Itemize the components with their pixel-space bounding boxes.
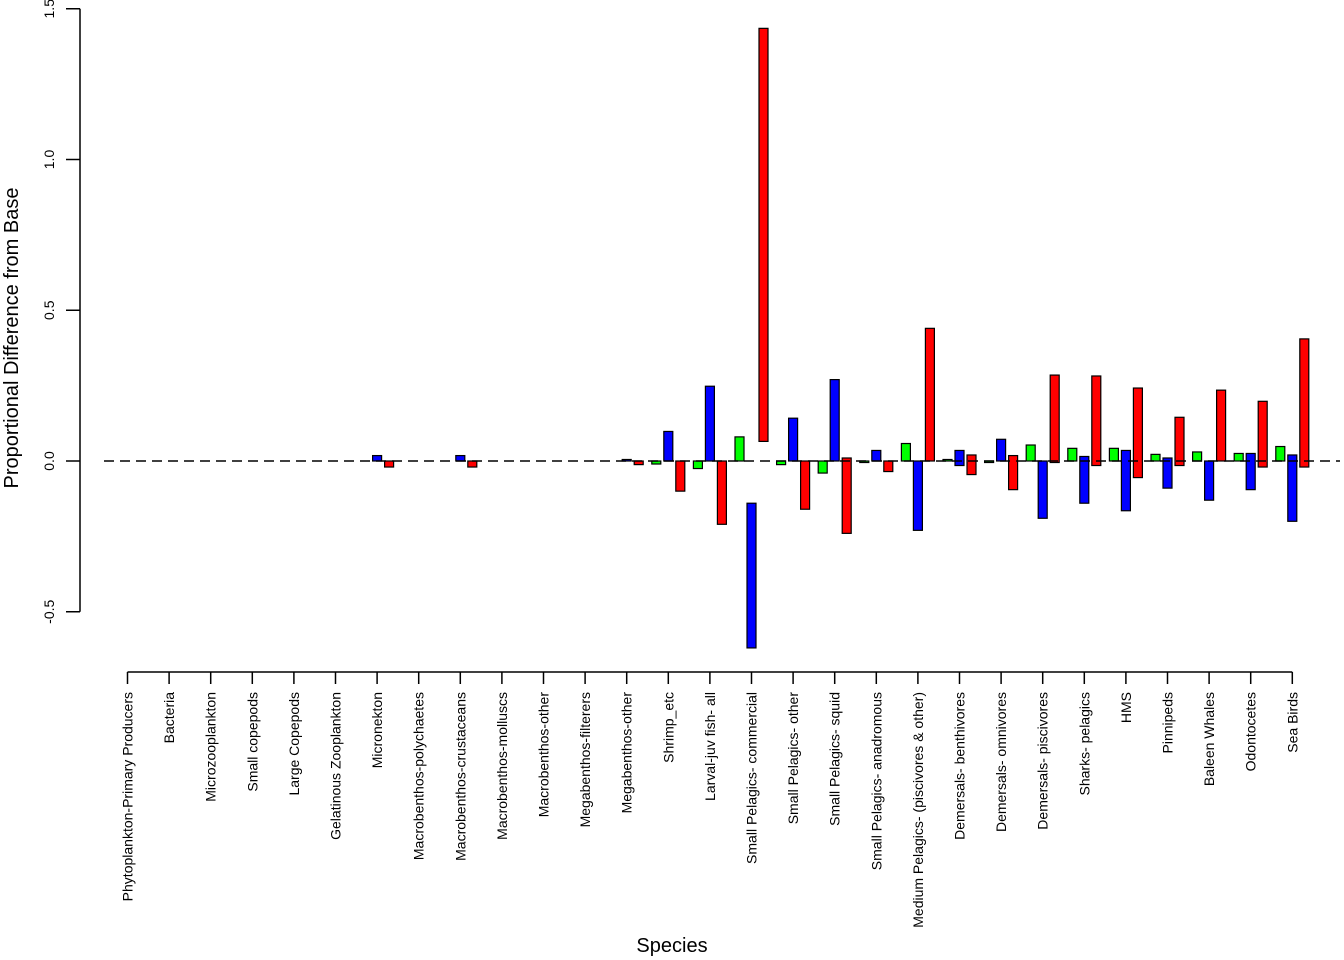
bars [372, 27, 1310, 649]
y-tick-label: 1.5 [41, 0, 57, 18]
x-tick-label: Demersals- omnivores [993, 692, 1009, 832]
bar [912, 460, 924, 531]
x-tick-label: HMS [1118, 692, 1134, 723]
bar [734, 436, 745, 462]
bar [799, 460, 811, 510]
bar [829, 378, 840, 462]
y-axis-label: Proportional Difference from Base [1, 188, 23, 489]
bar [1299, 338, 1310, 468]
x-tick-label: Large Copepods [286, 692, 302, 796]
bar [1203, 460, 1215, 501]
x-tick-label: Small Pelagics- squid [827, 692, 843, 826]
bar [954, 449, 965, 467]
bar [1275, 445, 1286, 462]
x-axis: Phytoplankton-Primary Producers Bacteria M… [120, 671, 1300, 928]
bar [704, 385, 716, 462]
bar [1162, 457, 1173, 489]
bar [692, 460, 704, 470]
bar [1091, 375, 1102, 467]
bar [455, 454, 466, 462]
bar [995, 438, 1007, 462]
bar [1007, 454, 1019, 491]
bar [663, 430, 674, 462]
x-tick-label: Small Pelagics- commercial [744, 692, 760, 864]
bar [883, 460, 894, 473]
x-tick-label: Demersals- benthivores [952, 692, 968, 840]
x-tick-label: Macrobenthos-polychaetes [411, 692, 427, 860]
bar [384, 460, 395, 468]
x-tick-label: Macrobenthos-other [536, 692, 552, 818]
x-tick-label: Demersals- piscivores [1035, 692, 1051, 830]
x-tick-label: Megabenthos-other [619, 692, 635, 814]
bar [1037, 460, 1048, 519]
bar [1150, 453, 1161, 462]
bar [1108, 447, 1120, 462]
x-tick-label: Sea Birds [1284, 692, 1300, 753]
bar [758, 27, 769, 443]
bar [871, 449, 882, 462]
bar [1025, 444, 1036, 462]
x-tick-label: Shrimp_etc [660, 692, 676, 763]
bar [966, 454, 977, 476]
y-tick-label: 0.0 [41, 451, 57, 471]
bar [1215, 389, 1227, 462]
bar [621, 458, 632, 462]
bar [746, 502, 757, 649]
bar [467, 460, 478, 468]
x-tick-label: Micronekton [369, 692, 385, 768]
x-tick-label: Larval-juv fish- all [702, 692, 718, 801]
bar [1233, 452, 1244, 462]
x-tick-label: Macrobenthos-crustaceans [452, 692, 468, 861]
bar [1079, 455, 1090, 504]
bar [841, 457, 852, 534]
bar [1287, 454, 1298, 522]
bar [900, 442, 912, 462]
bar [372, 454, 383, 462]
y-axis: -0.5 0.0 0.5 1.0 1.5 [41, 0, 81, 624]
x-tick-label: Macrobenthos-molluscs [494, 692, 510, 840]
x-tick-label: Small Pelagics- other [785, 692, 801, 825]
bar [1120, 449, 1132, 512]
x-tick-label: Megabenthos-filterers [577, 692, 593, 827]
x-tick-label: Medium Pelagics- (piscivores & other) [910, 692, 926, 928]
bar [1245, 452, 1256, 491]
x-tick-label: Microzooplankton [203, 692, 219, 802]
x-tick-label: Small copepods [244, 692, 260, 792]
bar [675, 460, 686, 492]
x-tick-label: Odontocetes [1243, 692, 1259, 771]
x-tick-label: Bacteria [161, 692, 177, 744]
x-tick-label: Sharks- pelagics [1076, 692, 1092, 796]
x-axis-label: Species [636, 935, 707, 957]
bar [1257, 400, 1268, 468]
bar [1174, 416, 1185, 467]
x-tick-label: Pinnipeds [1160, 692, 1176, 754]
y-tick-label: 0.5 [41, 300, 57, 320]
bar [1191, 451, 1203, 462]
x-tick-label: Gelatinous Zooplankton [328, 692, 344, 840]
x-tick-label: Baleen Whales [1201, 692, 1217, 786]
bar [924, 327, 936, 462]
bar [1067, 447, 1078, 462]
bar [1132, 387, 1144, 479]
bar [817, 460, 828, 474]
y-tick-label: -0.5 [41, 599, 57, 623]
bar [787, 417, 799, 462]
y-tick-label: 1.0 [41, 150, 57, 170]
bar [942, 458, 953, 462]
x-tick-label: Small Pelagics- anadromous [868, 692, 884, 870]
x-tick-label: Phytoplankton-Primary Producers [120, 692, 136, 901]
bar [1049, 374, 1060, 464]
bar [716, 460, 728, 525]
